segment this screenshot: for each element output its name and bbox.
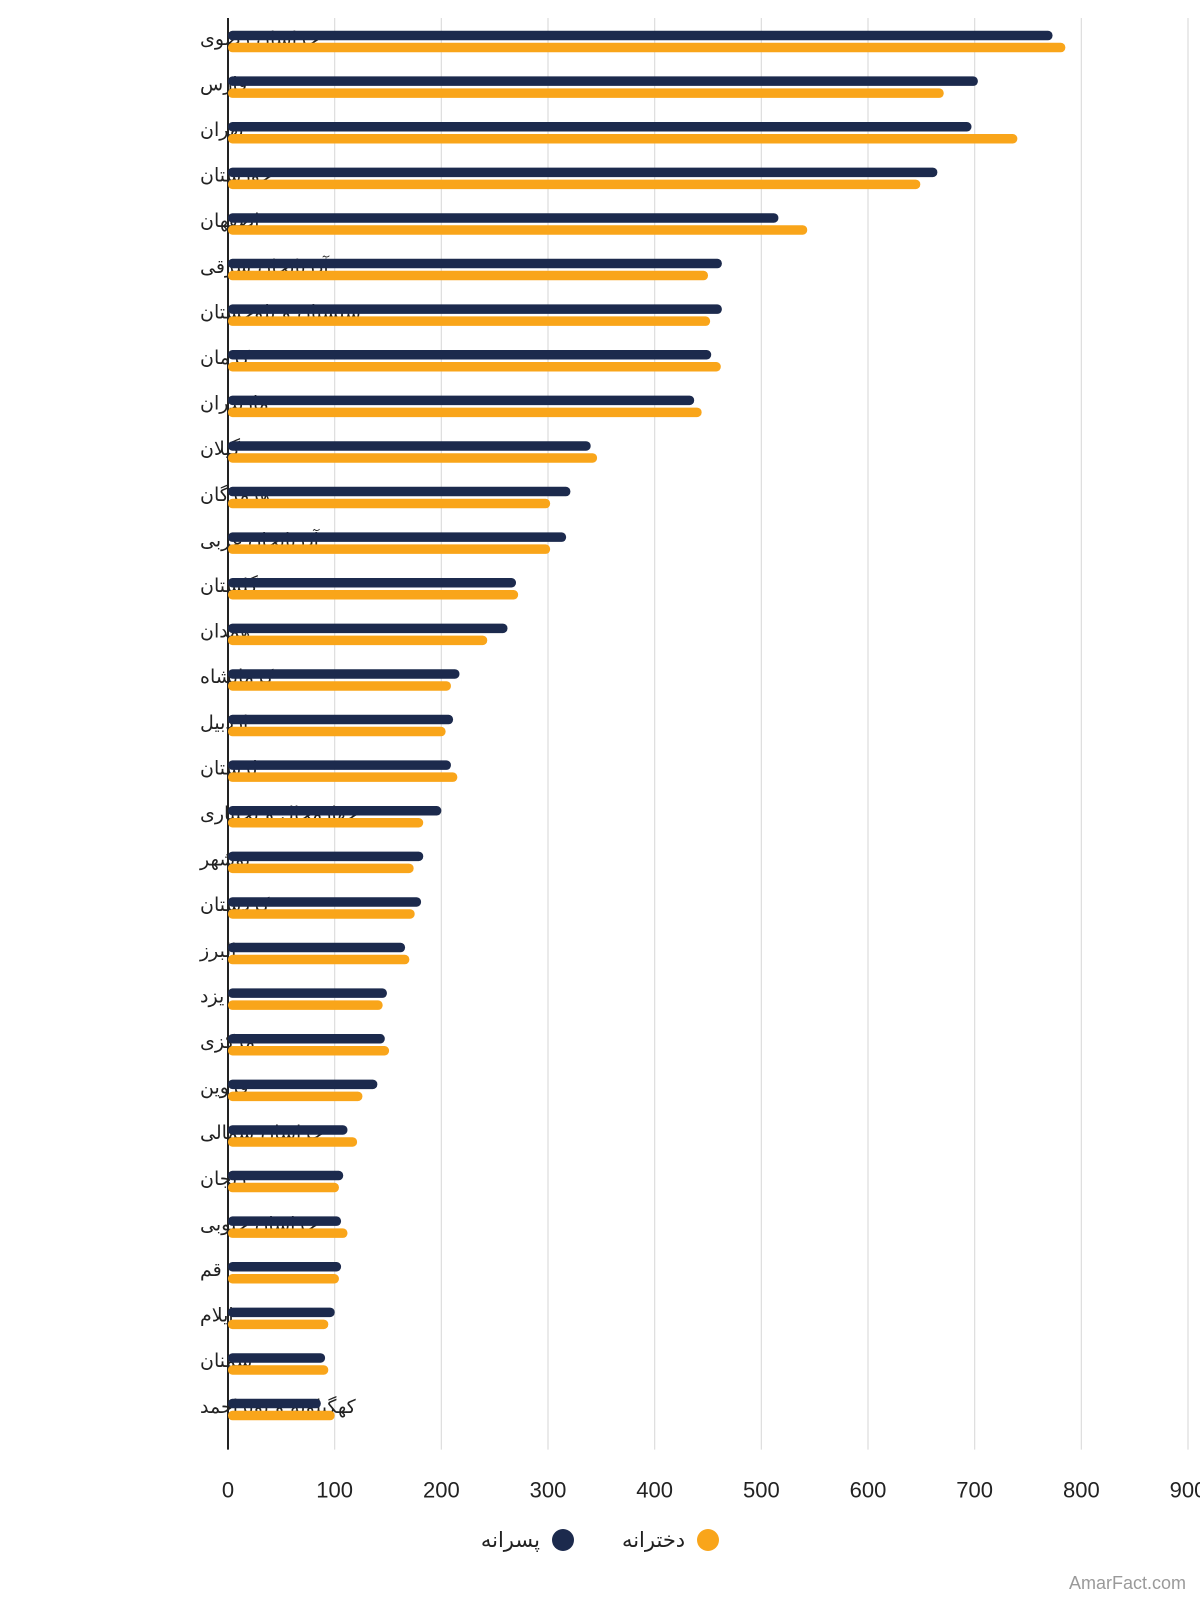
bar-boys — [228, 897, 422, 907]
bar-boys — [228, 988, 387, 998]
legend-item-boys[interactable]: پسرانه — [481, 1528, 574, 1552]
legend-label-boys: پسرانه — [480, 1528, 540, 1552]
bar-boys — [228, 714, 454, 725]
bar-boys — [228, 304, 722, 314]
bar-boys — [228, 167, 938, 178]
bar-girls — [228, 1274, 339, 1284]
bar-girls — [228, 863, 414, 874]
bar-boys — [228, 1307, 335, 1318]
bar-boys — [228, 395, 695, 406]
bar-boys — [228, 851, 424, 862]
category-label: ایلام — [200, 1305, 234, 1327]
bar-girls — [228, 544, 551, 554]
bar-girls — [228, 1182, 339, 1193]
bar-boys — [228, 1353, 326, 1363]
bar-boys — [228, 942, 406, 953]
bar-girls — [228, 498, 551, 509]
bar-boys — [228, 441, 591, 451]
bar-boys — [228, 1079, 378, 1090]
category-label: قم — [200, 1259, 222, 1281]
x-tick-label: 900 — [1170, 1478, 1200, 1503]
bar-girls — [228, 407, 702, 418]
bar-boys — [228, 213, 779, 223]
bar-girls — [228, 225, 808, 235]
bar-boys — [228, 806, 442, 816]
bar-girls — [228, 590, 519, 600]
bar-girls — [228, 179, 921, 190]
bar-girls — [228, 818, 424, 828]
bar-girls — [228, 681, 451, 691]
legend-swatch-boys — [551, 1529, 574, 1551]
bar-girls — [228, 635, 488, 646]
bar-girls — [228, 909, 415, 919]
x-tick-label: 800 — [1063, 1478, 1100, 1503]
category-label: البرز — [199, 940, 236, 962]
legend-label-girls: دخترانه — [621, 1528, 686, 1552]
x-tick-label: 700 — [956, 1478, 993, 1503]
bar-boys — [228, 1262, 342, 1272]
bar-girls — [228, 726, 446, 737]
category-label: یزد — [200, 985, 224, 1007]
bar-girls — [228, 453, 598, 463]
bar-boys — [228, 1170, 344, 1181]
bar-girls — [228, 772, 458, 782]
legend-item-girls[interactable]: دخترانه — [621, 1528, 720, 1552]
x-tick-label: 300 — [530, 1478, 567, 1503]
bar-boys — [228, 76, 978, 86]
bar-boys — [228, 1398, 321, 1409]
bar-boys — [228, 486, 571, 497]
x-tick-label: 200 — [423, 1478, 460, 1503]
bar-girls — [228, 954, 410, 965]
x-tick-label: 500 — [743, 1478, 780, 1503]
bar-girls — [228, 1091, 363, 1102]
bar-girls — [228, 134, 1018, 144]
bar-girls — [228, 1319, 329, 1330]
bar-girls — [228, 1410, 335, 1421]
x-tick-label: 600 — [850, 1478, 887, 1503]
x-tick-label: 0 — [222, 1478, 234, 1503]
bar-boys — [228, 532, 567, 542]
bar-girls — [228, 1365, 329, 1375]
bar-boys — [228, 578, 516, 588]
bar-girls — [228, 1000, 383, 1010]
bar-girls — [228, 316, 711, 326]
bar-boys — [228, 760, 451, 770]
bar-boys — [228, 669, 460, 679]
watermark: AmarFact.com — [1068, 1573, 1186, 1593]
x-tick-label: 100 — [316, 1478, 353, 1503]
bar-boys — [228, 1216, 342, 1226]
bar-girls — [228, 88, 944, 98]
x-tick-label: 400 — [636, 1478, 673, 1503]
bar-girls — [228, 270, 708, 281]
bar-girls — [228, 362, 721, 372]
bar-boys — [228, 623, 508, 634]
bar-boys — [228, 258, 722, 269]
bar-girls — [228, 1046, 390, 1056]
bar-boys — [228, 1034, 385, 1044]
bar-boys — [228, 122, 972, 132]
bar-boys — [228, 350, 712, 360]
bar-boys — [228, 30, 1053, 41]
legend: پسرانه دخترانه — [0, 1520, 1200, 1560]
bar-boys — [228, 1125, 348, 1135]
bar-girls — [228, 1228, 348, 1238]
bar-girls — [228, 1137, 358, 1147]
legend-swatch-girls — [697, 1529, 720, 1551]
bar-girls — [228, 42, 1066, 53]
